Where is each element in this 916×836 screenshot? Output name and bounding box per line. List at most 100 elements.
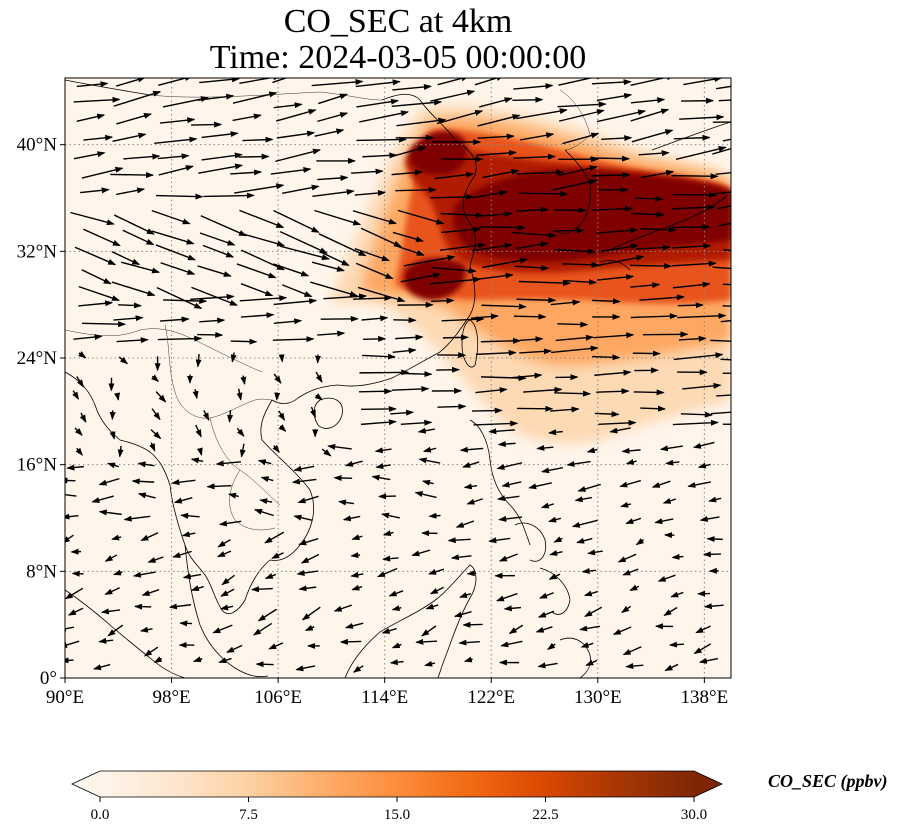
wind-arrow [520, 132, 555, 141]
map-title: CO_SEC at 4km [283, 3, 513, 40]
wind-arrow [716, 394, 731, 397]
wind-arrow [111, 281, 156, 297]
wind-arrow [558, 78, 605, 86]
lat-tick-label: 8°N [26, 561, 57, 582]
wind-arrow [720, 358, 731, 361]
wind-arrow [481, 375, 527, 382]
wind-arrow [83, 134, 114, 141]
wind-arrow [278, 354, 285, 363]
wind-arrow [680, 411, 714, 418]
wind-arrow [143, 646, 159, 657]
wind-arrow [596, 92, 633, 102]
wind-arrow [232, 113, 262, 122]
wind-arrow [479, 97, 513, 108]
wind-arrow [601, 135, 633, 142]
wind-arrow [619, 479, 641, 488]
wind-arrow [718, 99, 731, 102]
wind-arrow [227, 410, 234, 423]
wind-arrow [374, 447, 392, 454]
wind-arrow [275, 148, 321, 163]
wind-arrow [371, 474, 391, 481]
wind-arrow [462, 621, 483, 628]
wind-arrow [351, 534, 363, 541]
wind-arrow [470, 272, 514, 281]
wind-arrow [720, 319, 731, 323]
wind-arrow [154, 136, 198, 144]
wind-arrow [359, 110, 409, 123]
wind-arrow [596, 109, 647, 123]
wind-arrow [579, 625, 601, 632]
wind-arrow [447, 537, 471, 544]
wind-arrow [400, 272, 442, 283]
wind-arrow [199, 232, 236, 246]
wind-arrow [74, 246, 117, 266]
wind-arrow [318, 233, 367, 257]
wind-arrow [344, 460, 363, 467]
wind-arrow [477, 133, 515, 140]
wind-arrow [192, 656, 203, 663]
wind-arrow [196, 447, 203, 456]
wind-arrow [712, 266, 731, 270]
wind-arrow [472, 407, 503, 414]
wind-arrow [516, 108, 568, 120]
wind-arrow [592, 205, 634, 212]
wind-arrow [400, 419, 433, 426]
wind-arrow [278, 410, 286, 422]
wind-arrow [358, 388, 393, 395]
wind-arrow [395, 334, 424, 341]
wind-arrow [518, 280, 571, 287]
wind-arrow [116, 113, 152, 125]
wind-arrow [190, 293, 235, 301]
wind-arrow [106, 462, 119, 469]
colorbar: 0.0 7.5 15.0 22.5 30.0 CO_SEC (ppbv) [71, 770, 888, 823]
wind-arrow [297, 495, 319, 504]
wind-arrow [393, 244, 425, 256]
wind-arrow [678, 335, 707, 342]
longitude-axis: 90°E 98°E 106°E 114°E 122°E 130°E 138°E [46, 678, 728, 708]
wind-arrow [558, 109, 605, 122]
wind-arrow [155, 244, 196, 261]
wind-arrow [431, 297, 455, 304]
wind-vector-field [65, 78, 731, 673]
wind-arrow [692, 441, 715, 449]
wind-arrow [574, 496, 592, 503]
wind-arrow [314, 393, 323, 401]
wind-arrow [717, 205, 731, 210]
wind-arrow [272, 336, 315, 343]
wind-arrow [111, 534, 122, 541]
colorbar-tick-label: 7.5 [239, 807, 258, 823]
wind-arrow [155, 391, 167, 403]
wind-arrow [67, 607, 84, 616]
wind-arrow [535, 626, 553, 633]
wind-arrow [158, 78, 193, 86]
wind-arrow [273, 263, 310, 277]
wind-arrow [310, 281, 358, 297]
wind-arrow [558, 165, 598, 177]
wind-arrow [314, 209, 362, 226]
wind-arrow [382, 530, 394, 537]
wind-arrow [158, 165, 194, 176]
wind-arrow [239, 209, 285, 229]
wind-arrow [498, 515, 523, 522]
wind-arrow [333, 604, 353, 612]
wind-arrow [597, 274, 635, 281]
wind-arrow [122, 229, 155, 246]
wind-arrow [463, 656, 473, 663]
wind-arrow [201, 152, 243, 161]
wind-arrow [396, 117, 447, 127]
wind-arrow [470, 313, 499, 320]
wind-arrow [155, 193, 204, 200]
wind-arrow [236, 263, 277, 279]
wind-arrow [594, 411, 620, 418]
wind-arrow [703, 603, 724, 610]
wind-arrow [548, 573, 561, 580]
wind-arrow [594, 254, 645, 267]
wind-arrow [630, 263, 673, 270]
wind-arrow [279, 231, 328, 254]
wind-arrow [622, 646, 642, 656]
wind-arrow [639, 294, 685, 301]
wind-arrow [311, 78, 364, 87]
wind-arrow [79, 412, 87, 423]
colorbar-tick-label: 30.0 [681, 807, 707, 823]
lat-tick-label: 24°N [17, 348, 58, 369]
